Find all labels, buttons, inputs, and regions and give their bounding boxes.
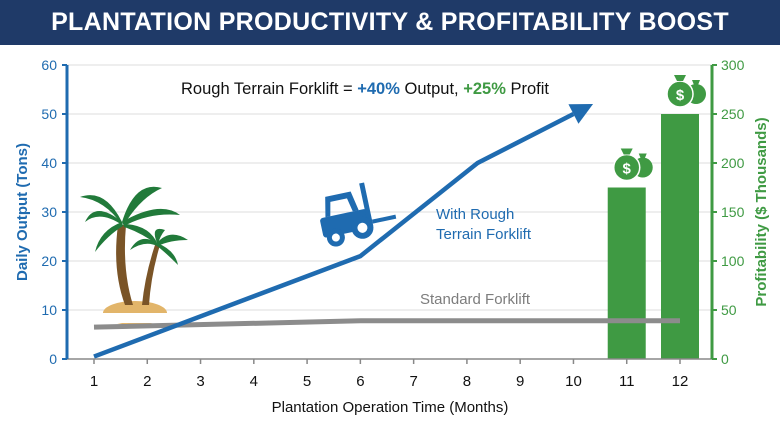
x-tick-label: 11 [619,373,635,390]
dollar-sign: $ [676,87,685,104]
y2-tick-label: 0 [721,351,729,367]
x-tick-label: 6 [356,373,364,390]
money-bag-small-top [692,80,700,85]
chart-title: PLANTATION PRODUCTIVITY & PROFITABILITY … [0,0,780,45]
money-bag-large-top [620,148,633,155]
forklift-icon [320,182,397,247]
y-tick-label: 30 [41,204,57,220]
y2-tick-label: 250 [721,106,745,122]
palm-tree-icon [80,186,188,325]
series-label-rough-terrain: With Rough Terrain Forklift [436,206,532,243]
profit-bar [607,187,646,359]
y-tick-label: 50 [41,106,57,122]
money-bag-small-top [638,153,647,159]
arrowhead [568,103,594,124]
y2-tick-label: 150 [721,204,745,220]
x-tick-label: 7 [409,373,417,390]
y-tick-label: 60 [41,57,57,73]
money-bag-icon: $ [666,75,706,108]
x-tick-label: 4 [250,373,258,390]
y-tick-label: 40 [41,155,57,171]
dollar-sign: $ [623,161,632,178]
y-tick-label: 10 [41,302,57,318]
y2-tick-label: 300 [721,57,745,73]
y-axis-label: Daily Output (Tons) [14,143,31,281]
rough-terrain-line [93,111,575,359]
y-tick-label: 0 [49,351,57,367]
y2-tick-label: 50 [721,302,737,318]
money-bag-icon: $ [612,148,653,182]
y2-tick-label: 100 [721,253,745,269]
x-tick-label: 3 [196,373,204,390]
money-bag-large-top [674,75,686,81]
y2-tick-label: 200 [721,155,745,171]
x-tick-label: 12 [672,373,689,390]
annotation: Rough Terrain Forklift = +40% Output, +2… [181,80,549,98]
x-axis-label: Plantation Operation Time (Months) [272,399,509,416]
x-tick-label: 1 [90,373,98,390]
series-label-standard: Standard Forklift [420,291,531,308]
y-tick-label: 20 [41,253,57,269]
x-tick-label: 9 [516,373,524,390]
x-tick-label: 2 [143,373,151,390]
y2-axis-label: Profitability ($ Thousands) [753,117,770,306]
profit-bar [661,114,699,359]
x-tick-label: 8 [463,373,471,390]
x-tick-label: 10 [565,373,582,390]
x-tick-label: 5 [303,373,311,390]
